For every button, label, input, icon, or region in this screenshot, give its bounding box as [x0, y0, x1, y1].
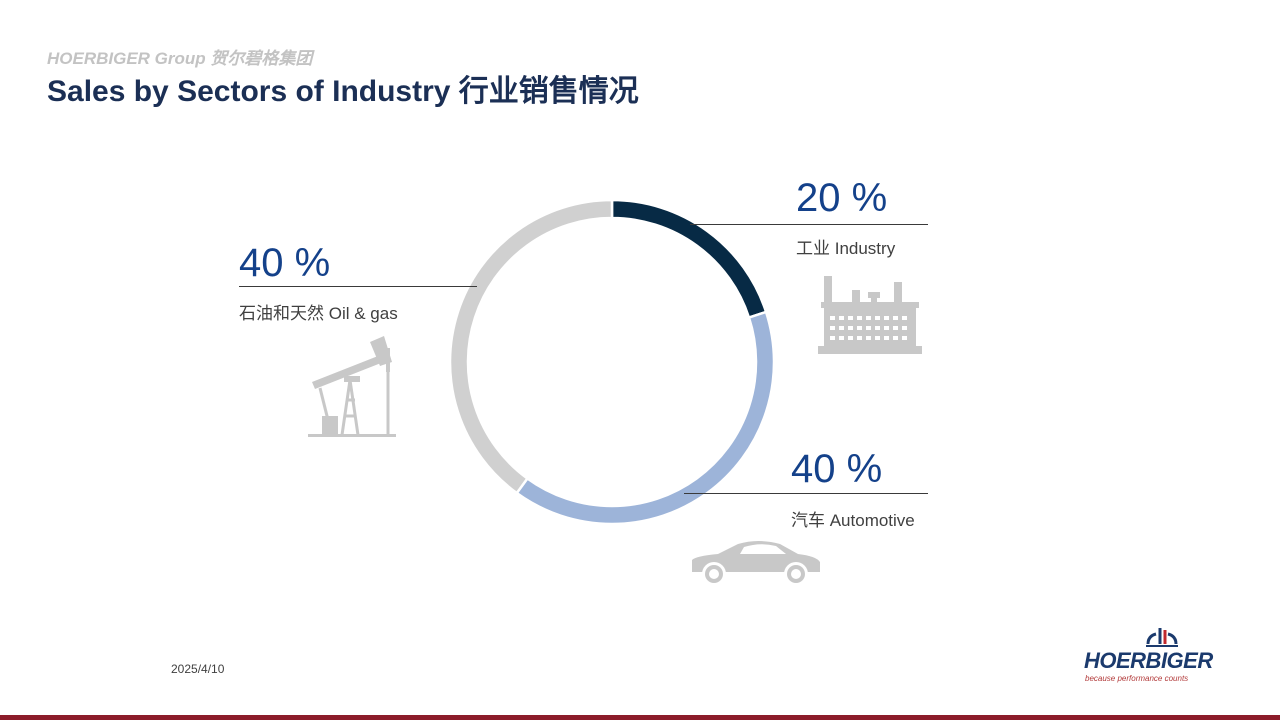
company-group-name: HOERBIGER Group 贺尔碧格集团 — [47, 49, 313, 68]
oil-gas-label: 石油和天然 Oil & gas — [239, 304, 398, 323]
logo-wordmark: HOERBIGER — [1084, 648, 1213, 673]
industry-label: 工业 Industry — [796, 239, 896, 258]
factory-icon — [818, 276, 922, 354]
oil-gas-percent: 40 % — [239, 241, 331, 285]
bottom-accent-bar — [0, 715, 1280, 720]
logo-tagline: because performance counts — [1085, 674, 1189, 683]
footer-date: 2025/4/10 — [171, 662, 225, 676]
car-icon — [692, 541, 820, 586]
automotive-percent: 40 % — [791, 447, 883, 491]
industry-percent: 20 % — [796, 176, 888, 220]
page-title: Sales by Sectors of Industry 行业销售情况 — [47, 75, 639, 108]
oil-gas-slice — [448, 198, 614, 495]
industry-slice — [610, 198, 768, 320]
oil-pump-icon — [308, 336, 396, 437]
automotive-label: 汽车 Automotive — [791, 511, 915, 530]
oil-gas-leader-line — [239, 286, 477, 287]
hoerbiger-logo: HOERBIGER because performance counts — [1080, 624, 1220, 686]
industry-leader-line — [690, 224, 928, 225]
automotive-leader-line — [684, 493, 928, 494]
logo-emblem-icon — [1146, 628, 1178, 647]
